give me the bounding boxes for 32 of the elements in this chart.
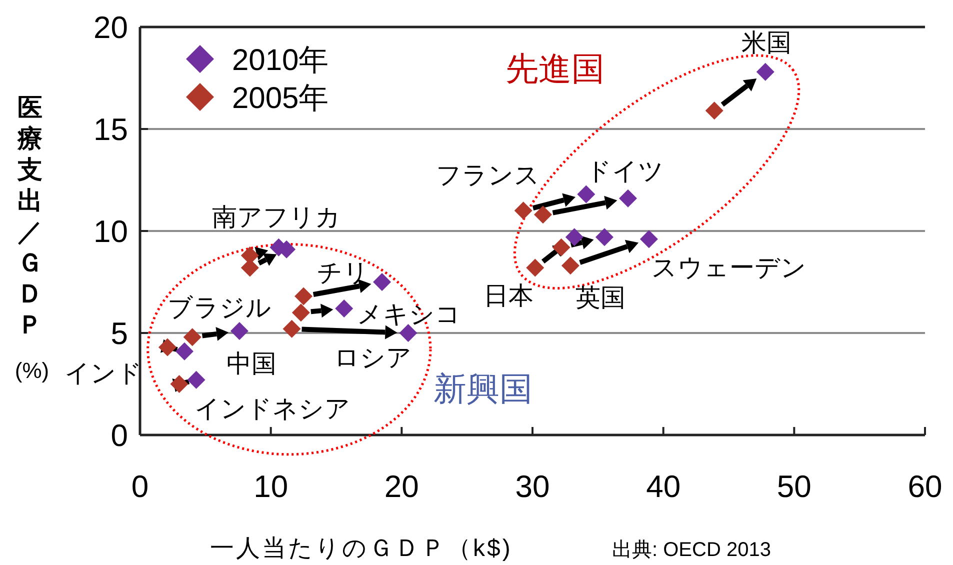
x-tick-label: 20 bbox=[384, 469, 419, 504]
y-tick-label: 20 bbox=[94, 10, 128, 45]
annotation: フランス bbox=[436, 161, 540, 190]
annotation: スウェーデン bbox=[651, 254, 806, 282]
annotation: 南アフリカ bbox=[212, 203, 342, 232]
annotation: インドネシア bbox=[194, 394, 350, 423]
annotation: ドイツ bbox=[586, 157, 664, 186]
annotation: 日本 bbox=[483, 282, 534, 310]
annotation: 先進国 bbox=[506, 50, 604, 87]
legend-label: 2010年 bbox=[232, 44, 329, 77]
annotation: ブラジル bbox=[167, 294, 272, 322]
x-tick-label: 40 bbox=[646, 469, 681, 504]
y-tick-label: 15 bbox=[94, 112, 128, 147]
source-note: 出典: OECD 2013 bbox=[612, 539, 771, 561]
y-tick-label: 10 bbox=[94, 214, 128, 249]
x-tick-label: 50 bbox=[776, 469, 812, 504]
annotation: 米国 bbox=[741, 28, 792, 57]
x-tick-label: 30 bbox=[515, 469, 550, 504]
x-tick-label: 10 bbox=[254, 469, 288, 504]
annotation: メキシコ bbox=[357, 300, 462, 329]
x-tick-label: 60 bbox=[908, 469, 942, 504]
annotation: インド bbox=[64, 359, 142, 388]
x-axis-title: 一人当たりのＧＤＰ（k$) bbox=[210, 535, 512, 562]
annotation: 中国 bbox=[226, 350, 276, 378]
annotation: 新興国 bbox=[434, 370, 532, 407]
y-tick-label: 0 bbox=[110, 418, 128, 453]
annotation: ロシア bbox=[334, 344, 412, 372]
legend-label: 2005年 bbox=[232, 82, 329, 115]
y-tick-label: 5 bbox=[110, 316, 128, 351]
annotation: チリ bbox=[317, 259, 370, 287]
annotation: 英国 bbox=[575, 284, 626, 312]
text: 医療支出／ＧＤＰ (%) bbox=[14, 94, 50, 383]
